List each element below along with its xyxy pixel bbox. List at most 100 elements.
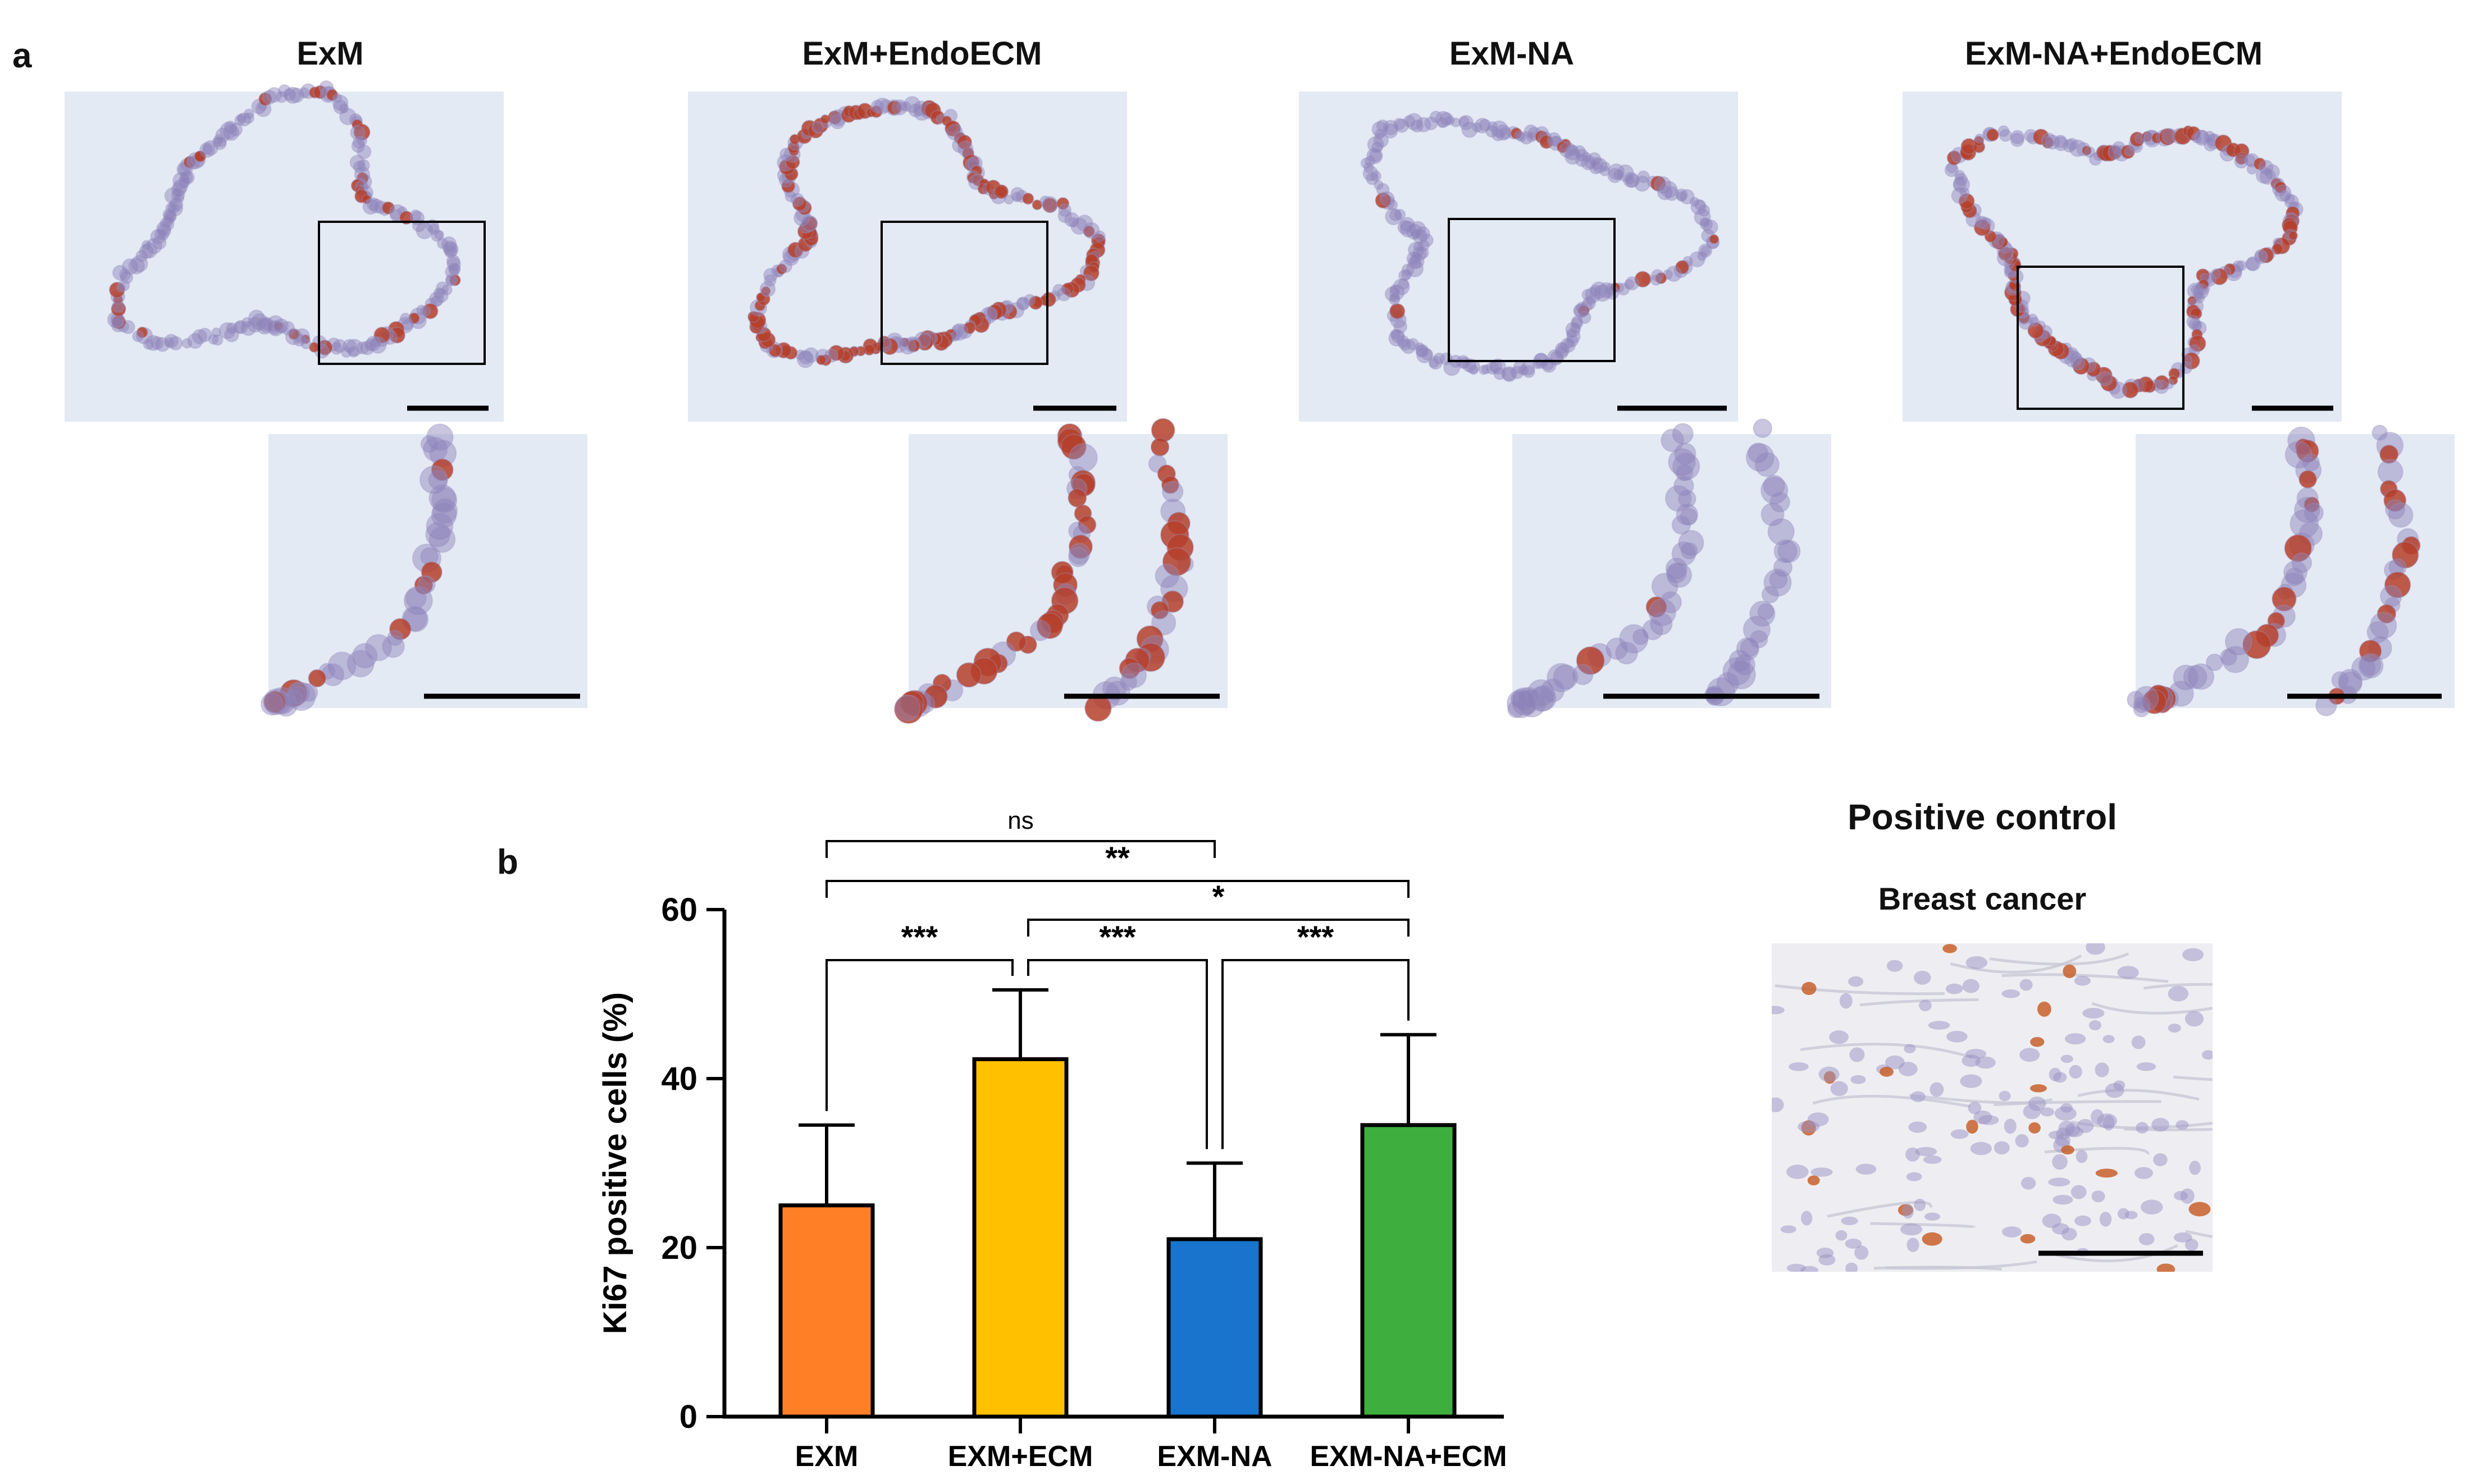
nucleus (2042, 1213, 2061, 1229)
stroma-fiber (2143, 983, 2213, 990)
nucleus (1845, 1238, 1862, 1249)
nucleus (2175, 1120, 2189, 1130)
nucleus (2019, 1048, 2040, 1062)
bar (972, 1057, 1069, 1419)
y-tick-label: 40 (661, 1061, 697, 1097)
nucleus (2060, 1054, 2073, 1063)
x-tick-label: EXM+ECM (948, 1440, 1093, 1473)
micrograph-inset (260, 423, 587, 717)
stroma-fiber (1812, 1094, 1971, 1108)
nucleus (1848, 976, 1864, 987)
nucleus (1900, 1223, 1923, 1236)
nucleus (2069, 1065, 2082, 1079)
nucleus (1924, 1212, 1941, 1221)
stroma-fiber (2185, 1230, 2213, 1239)
nucleus (1907, 1238, 1919, 1252)
nucleus (1780, 1225, 1796, 1234)
nucleus (2201, 1050, 2213, 1060)
nucleus (1772, 1006, 1785, 1015)
nucleus (1928, 1021, 1950, 1030)
stroma-fiber (1775, 984, 1945, 996)
nucleus (1906, 1172, 1922, 1181)
column-title-exm-endoecm: ExM+EndoECM (802, 35, 1042, 72)
nucleus (2140, 1199, 2163, 1215)
nucleus (1975, 1056, 1996, 1069)
nucleus (1807, 1112, 1829, 1127)
nucleus (2091, 1190, 2105, 1203)
nucleus (2064, 1033, 2086, 1045)
significance-label: *** (1297, 919, 1334, 955)
bar (1166, 1237, 1263, 1419)
ki67-positive-nucleus (2030, 1036, 2045, 1047)
significance-label: ns (1007, 807, 1033, 834)
nucleus (1999, 1090, 2011, 1102)
nucleus (1854, 1245, 1869, 1260)
ki67-positive-nucleus (1922, 1232, 1942, 1246)
micrograph-overview (65, 80, 504, 422)
nucleus (1950, 1129, 1969, 1139)
significance-label: *** (1099, 919, 1136, 955)
x-tick-label: EXM-NA+ECM (1310, 1440, 1507, 1473)
significance-label: *** (901, 919, 938, 955)
nucleus (1923, 1155, 1942, 1164)
nucleus (1849, 1047, 1865, 1062)
nucleus (1789, 1062, 1809, 1071)
stroma-fiber (2001, 973, 2169, 983)
nucleus (2040, 1107, 2055, 1117)
positive-control-subtitle: Breast cancer (1878, 881, 2087, 916)
nucleus (1914, 970, 1931, 985)
nucleus (2134, 1167, 2153, 1179)
nucleus (2095, 1062, 2109, 1077)
micrograph-panels (65, 80, 2455, 724)
significance-label: * (1212, 879, 1225, 914)
zoom-region-box (881, 221, 1048, 365)
ki67-positive-nucleus (1801, 981, 1817, 996)
nucleus (2151, 1117, 2170, 1132)
nucleus (2052, 1154, 2068, 1170)
micrograph-inset (893, 418, 1228, 724)
nucleus (1818, 1066, 1840, 1082)
y-tick-label: 0 (679, 1399, 697, 1435)
nucleus (2124, 1211, 2138, 1220)
nucleus (2019, 979, 2033, 991)
stroma-fiber (1989, 952, 2129, 966)
micrograph-inset (1506, 418, 1831, 719)
bar (778, 1203, 875, 1419)
zoom-region-box (1448, 218, 1616, 362)
significance-bracket (825, 880, 1410, 898)
panel-label-b: b (497, 843, 518, 882)
nucleus (2168, 986, 2189, 1002)
nucleus (1946, 1030, 1968, 1043)
ki67-positive-nucleus (2037, 1001, 2051, 1017)
y-axis-label: Ki67 positive cells (%) (597, 992, 633, 1334)
nucleus (2136, 1122, 2149, 1134)
nucleus (1970, 1141, 1992, 1156)
nucleus (1850, 1075, 1866, 1084)
nucleus (2077, 1118, 2094, 1133)
nucleus (1800, 1211, 1813, 1226)
nucleus (2076, 1150, 2088, 1163)
nucleus (1930, 1082, 1944, 1097)
nucleus (2153, 1153, 2168, 1167)
nucleus (2184, 1239, 2199, 1251)
stroma-fiber (1870, 1222, 1976, 1229)
nucleus (1786, 1263, 1807, 1272)
x-tick-label: EXM-NA (1157, 1440, 1272, 1473)
nucleus (2168, 1023, 2181, 1033)
nucleus (2004, 1118, 2017, 1134)
significance-bracket (825, 959, 1014, 1111)
nucleus (2117, 966, 2139, 979)
stroma-fiber (1800, 1043, 1972, 1059)
nucleus (1786, 1165, 1809, 1179)
stroma-fiber (1950, 954, 2082, 974)
nucleus (2088, 1020, 2101, 1031)
nucleus (1816, 1248, 1834, 1258)
column-title-exm: ExM (297, 35, 364, 72)
nucleus (2015, 1134, 2029, 1148)
nucleus (1910, 1091, 1926, 1102)
ki67-positive-nucleus (2029, 1084, 2047, 1093)
nucleus (1968, 1102, 1982, 1115)
nucleus (2060, 1103, 2073, 1113)
nucleus (1830, 1081, 1848, 1097)
